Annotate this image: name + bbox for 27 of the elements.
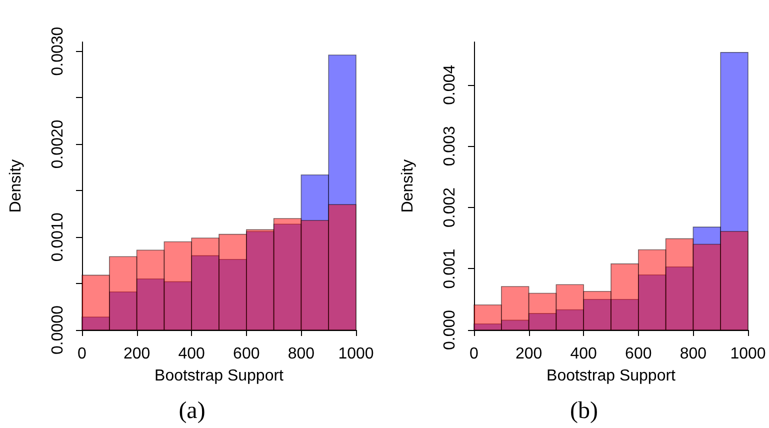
- x-tick-label: 200: [123, 346, 150, 362]
- y-tick-label: 0.0020: [50, 120, 66, 169]
- x-tick-label: 600: [625, 346, 652, 362]
- y-tick-label: 0.002: [442, 187, 458, 228]
- x-axis-title: Bootstrap Support: [154, 368, 284, 384]
- x-tick-label: 600: [233, 346, 260, 362]
- y-tick-label: 0.0010: [50, 212, 66, 262]
- x-tick-label: 400: [570, 346, 598, 362]
- y-axis-title: Density: [400, 159, 416, 213]
- y-tick-label: 0.0030: [50, 26, 66, 76]
- y-tick-label: 0.000: [442, 310, 458, 350]
- x-tick-label: 1000: [730, 346, 766, 362]
- x-tick-label: 800: [680, 346, 707, 362]
- x-tick-label: 800: [288, 346, 315, 362]
- text: (a): [178, 398, 206, 424]
- x-tick-label: 1000: [338, 346, 374, 362]
- x-tick-label: 0: [78, 346, 87, 362]
- x-tick-label: 0: [470, 346, 479, 362]
- y-tick-label: 0.003: [442, 126, 458, 166]
- y-tick-label: 0.004: [442, 64, 458, 105]
- x-axis-title: Bootstrap Support: [546, 368, 676, 384]
- text: (b): [570, 398, 598, 424]
- y-tick-label: 0.001: [442, 248, 458, 289]
- x-tick-label: 400: [178, 346, 206, 362]
- y-axis-title: Density: [8, 159, 24, 213]
- y-tick-label: 0.0000: [50, 305, 66, 354]
- x-tick-label: 200: [515, 346, 542, 362]
